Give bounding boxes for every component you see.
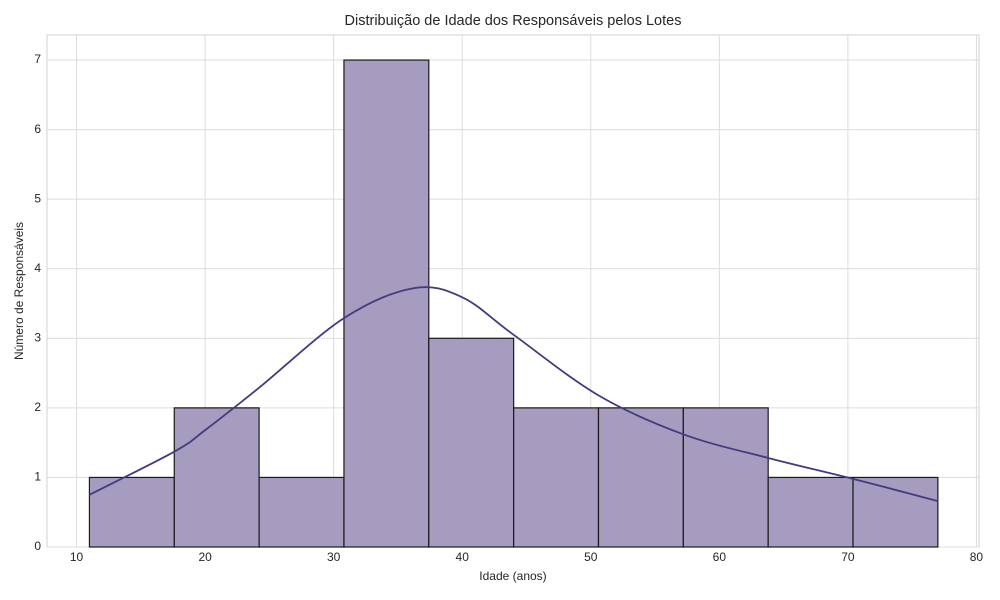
y-tick-label: 4 [34,261,41,275]
y-tick-label: 2 [34,400,41,414]
y-tick-label: 7 [34,52,41,66]
bar [258,476,345,548]
x-tick-label: 80 [970,550,984,564]
bar [597,407,684,548]
y-tick-label: 6 [34,122,41,136]
x-tick-label: 60 [713,550,727,564]
y-tick-label: 0 [34,539,41,553]
bar [428,337,515,548]
chart-title: Distribuição de Idade dos Responsáveis p… [345,13,682,29]
x-tick-label: 20 [198,550,212,564]
x-tick-label: 30 [327,550,341,564]
bar [343,59,430,548]
bar [682,407,769,548]
bar [767,476,854,548]
y-tick-label: 5 [34,191,41,205]
bar [173,407,260,548]
y-tick-label: 3 [34,330,41,344]
y-tick-label: 1 [34,470,41,484]
x-tick-label: 70 [841,550,855,564]
bar [852,476,939,548]
y-axis-label: Número de Responsáveis [12,222,26,360]
x-tick-label: 50 [584,550,598,564]
x-tick-label: 10 [70,550,84,564]
marks [88,59,939,548]
x-tick-label: 40 [456,550,470,564]
kde-line [89,286,939,502]
x-axis-label: Idade (anos) [479,569,546,583]
bar [513,407,600,548]
bar [88,476,175,548]
